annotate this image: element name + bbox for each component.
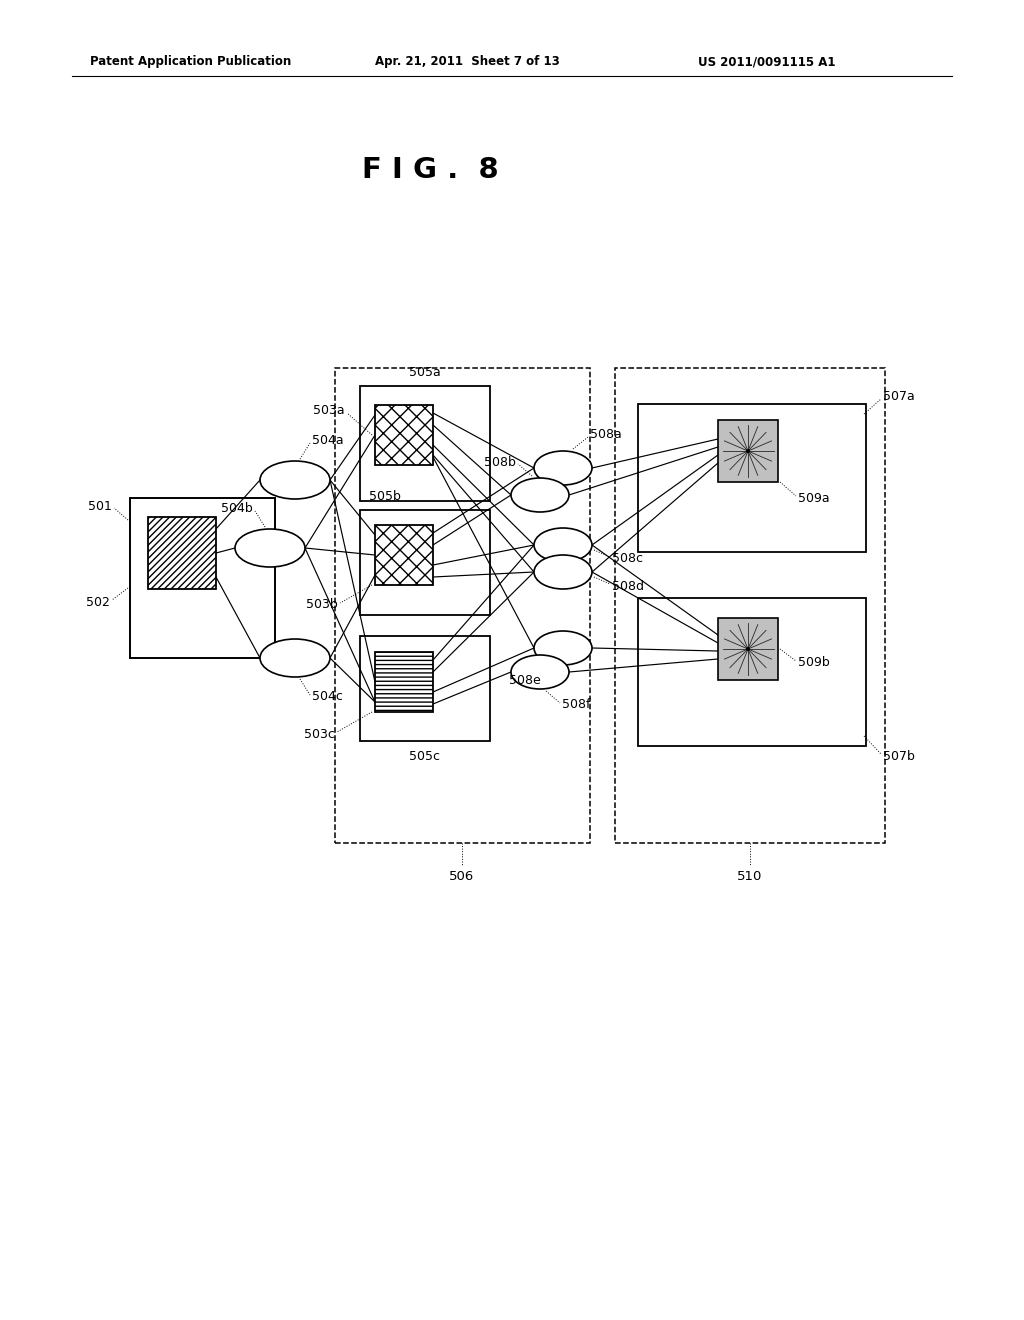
Bar xyxy=(615,368,885,843)
Text: 504b: 504b xyxy=(221,503,253,516)
Text: 505c: 505c xyxy=(410,751,440,763)
Text: 510: 510 xyxy=(737,870,763,883)
Text: 507b: 507b xyxy=(883,750,914,763)
Ellipse shape xyxy=(746,449,750,453)
Bar xyxy=(130,498,275,657)
Text: 508e: 508e xyxy=(509,675,541,688)
Text: 501: 501 xyxy=(88,499,112,512)
Text: 503c: 503c xyxy=(304,727,335,741)
Text: 504a: 504a xyxy=(312,434,344,447)
Bar xyxy=(360,510,490,615)
Ellipse shape xyxy=(511,655,569,689)
Bar xyxy=(718,618,778,680)
Ellipse shape xyxy=(234,529,305,568)
Text: F I G .  8: F I G . 8 xyxy=(361,156,499,183)
Bar xyxy=(375,525,433,585)
Text: 508c: 508c xyxy=(612,553,643,565)
Bar xyxy=(375,405,433,465)
Text: US 2011/0091115 A1: US 2011/0091115 A1 xyxy=(698,55,836,69)
Bar xyxy=(335,368,590,843)
Text: 503b: 503b xyxy=(306,598,338,611)
Text: 506: 506 xyxy=(450,870,475,883)
Bar xyxy=(638,404,866,552)
Text: Apr. 21, 2011  Sheet 7 of 13: Apr. 21, 2011 Sheet 7 of 13 xyxy=(375,55,560,69)
Bar xyxy=(148,517,216,589)
Bar xyxy=(638,598,866,746)
Text: 509b: 509b xyxy=(798,656,829,669)
Text: 507a: 507a xyxy=(883,391,914,404)
Ellipse shape xyxy=(511,478,569,512)
Text: 505a: 505a xyxy=(410,366,441,379)
Text: 508a: 508a xyxy=(590,429,622,441)
Ellipse shape xyxy=(534,631,592,665)
Text: 508f: 508f xyxy=(562,698,591,711)
Ellipse shape xyxy=(534,451,592,484)
Text: 502: 502 xyxy=(86,595,110,609)
Bar xyxy=(375,652,433,711)
Ellipse shape xyxy=(260,639,330,677)
Ellipse shape xyxy=(534,528,592,562)
Text: 503a: 503a xyxy=(313,404,345,417)
Ellipse shape xyxy=(260,461,330,499)
Text: 504c: 504c xyxy=(312,690,343,704)
Text: 508d: 508d xyxy=(612,579,644,593)
Bar xyxy=(718,420,778,482)
Text: 509a: 509a xyxy=(798,491,829,504)
Ellipse shape xyxy=(534,554,592,589)
Text: Patent Application Publication: Patent Application Publication xyxy=(90,55,291,69)
Bar xyxy=(360,636,490,741)
Ellipse shape xyxy=(746,647,750,651)
Text: 505b: 505b xyxy=(369,490,401,503)
Text: 508b: 508b xyxy=(484,455,516,469)
Bar xyxy=(360,385,490,502)
